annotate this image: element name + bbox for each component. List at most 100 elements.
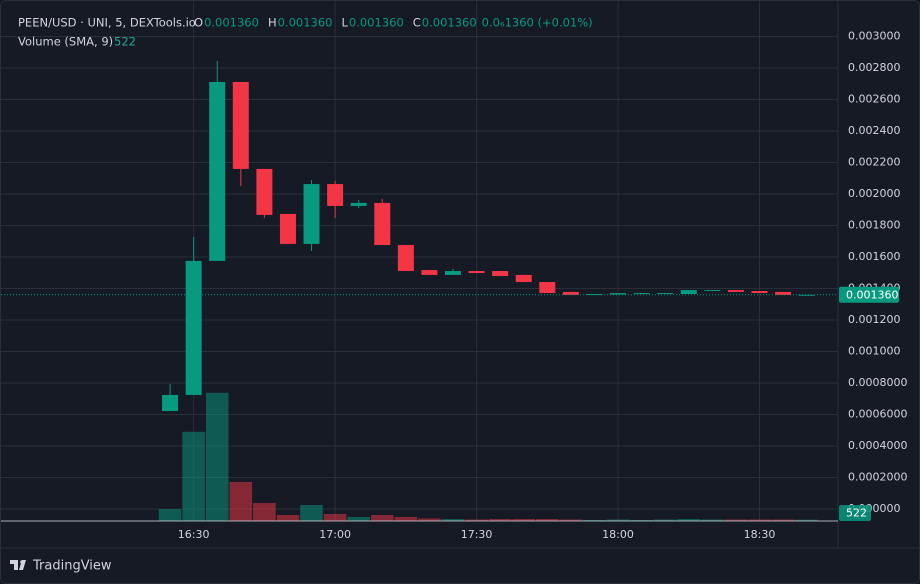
candle-body xyxy=(751,291,768,294)
candle-body xyxy=(586,293,603,295)
volume-pane xyxy=(158,392,818,521)
grid xyxy=(1,1,838,521)
volume-bar xyxy=(418,518,441,521)
y-tick-label: 0.003000 xyxy=(848,29,901,42)
candle-body xyxy=(704,290,721,292)
logo-dot xyxy=(20,560,24,564)
y-tick-label: 0.001800 xyxy=(848,218,901,231)
volume-bar xyxy=(488,518,512,521)
candle-body xyxy=(185,260,202,395)
ohlc-key: O xyxy=(194,16,203,30)
y-tick-label: 0.001600 xyxy=(848,250,901,263)
volume-bar xyxy=(253,502,276,521)
candle-body xyxy=(468,270,485,274)
candle-body xyxy=(492,270,509,277)
candle-body xyxy=(680,290,697,294)
candle-body xyxy=(350,202,367,206)
volume-bar xyxy=(276,514,300,521)
y-tick-label: 0.002400 xyxy=(848,124,901,137)
last-price-label: 0.001360 xyxy=(846,288,899,301)
candle-body xyxy=(633,293,650,295)
volume-bar xyxy=(701,519,724,521)
axes: 0.0000000.00020000.00040000.00060000.000… xyxy=(1,29,908,541)
volume-bar xyxy=(653,519,677,521)
volume-bar xyxy=(606,519,630,521)
candle-body xyxy=(303,184,320,244)
x-tick-label: 17:00 xyxy=(319,528,351,541)
ohlc-value: 0.001360 xyxy=(278,16,333,30)
volume-bar xyxy=(441,518,465,521)
y-tick-label: 0.002600 xyxy=(848,92,901,105)
tradingview-logo[interactable]: TradingView xyxy=(10,559,112,574)
symbol-title: PEEN/USD · UNI, 5, DEXTools.io xyxy=(18,16,196,30)
x-tick-label: 17:30 xyxy=(461,528,493,541)
ohlc-key: H xyxy=(268,16,277,30)
candle-body xyxy=(232,81,249,169)
volume-bar xyxy=(630,519,653,521)
volume-bar xyxy=(536,518,559,521)
volume-bar xyxy=(677,518,701,521)
volume-bar xyxy=(394,516,418,521)
volume-bar xyxy=(370,514,394,521)
volume-value: 522 xyxy=(114,35,136,49)
volume-bar xyxy=(748,519,771,521)
candle-body xyxy=(562,291,579,295)
candle-body xyxy=(374,202,391,246)
volume-bar xyxy=(559,519,583,521)
y-tick-label: 0.002000 xyxy=(848,187,901,200)
y-tick-label: 0.0006000 xyxy=(848,407,908,420)
y-tick-label: 0.0008000 xyxy=(848,376,908,389)
last-price-tag xyxy=(839,286,899,303)
legend: PEEN/USD · UNI, 5, DEXTools.io Volume (S… xyxy=(18,16,593,49)
volume-bar xyxy=(795,519,818,521)
ohlc-key: C xyxy=(413,16,421,30)
volume-bar xyxy=(182,431,205,521)
candle-body xyxy=(162,394,179,412)
candle-body xyxy=(444,270,461,275)
x-tick-label: 16:30 xyxy=(178,528,210,541)
volume-label: Volume (SMA, 9) xyxy=(18,35,113,49)
volume-bar xyxy=(583,519,606,521)
volume-tag xyxy=(839,505,871,521)
volume-bar xyxy=(205,392,229,521)
y-tick-label: 0.001000 xyxy=(848,344,901,357)
volume-bar xyxy=(465,519,488,521)
candle-body xyxy=(209,81,226,261)
volume-bar xyxy=(229,481,253,521)
volume-bar xyxy=(300,504,323,521)
volume-bar xyxy=(724,519,748,521)
ohlc-value: 0.001360 xyxy=(422,16,477,30)
candle-body xyxy=(727,290,744,292)
candle-body xyxy=(515,274,532,283)
y-tick-label: 0.002800 xyxy=(848,61,901,74)
candle-body xyxy=(539,282,556,294)
y-tick-label: 0.001200 xyxy=(848,313,901,326)
candle-body xyxy=(610,293,627,295)
candle-body xyxy=(397,245,414,271)
volume-bar xyxy=(771,519,795,521)
candles xyxy=(162,61,815,412)
candle-body xyxy=(798,294,815,296)
ohlc-value: 0.001360 xyxy=(349,16,404,30)
volume-tag-label: 522 xyxy=(846,507,867,520)
change-value: 0.0₆1360 (+0.01%) xyxy=(482,16,593,30)
candle-body xyxy=(327,184,344,206)
ohlc-key: L xyxy=(341,16,348,30)
volume-bar xyxy=(323,513,347,521)
candle-body xyxy=(256,168,273,215)
candle-body xyxy=(775,291,792,295)
volume-bar xyxy=(158,508,182,521)
candle-body xyxy=(279,213,296,244)
volume-bar xyxy=(347,516,370,521)
candle-body xyxy=(657,293,674,295)
candle-body xyxy=(421,270,438,275)
y-tick-label: 0.0002000 xyxy=(848,470,908,483)
ohlc-value: 0.001360 xyxy=(204,16,259,30)
x-tick-label: 18:00 xyxy=(602,528,634,541)
brand: TradingView xyxy=(32,559,112,574)
volume-bar xyxy=(512,518,536,521)
x-tick-label: 18:30 xyxy=(744,528,776,541)
y-tick-label: 0.002200 xyxy=(848,155,901,168)
y-tick-label: 0.0004000 xyxy=(848,439,908,452)
